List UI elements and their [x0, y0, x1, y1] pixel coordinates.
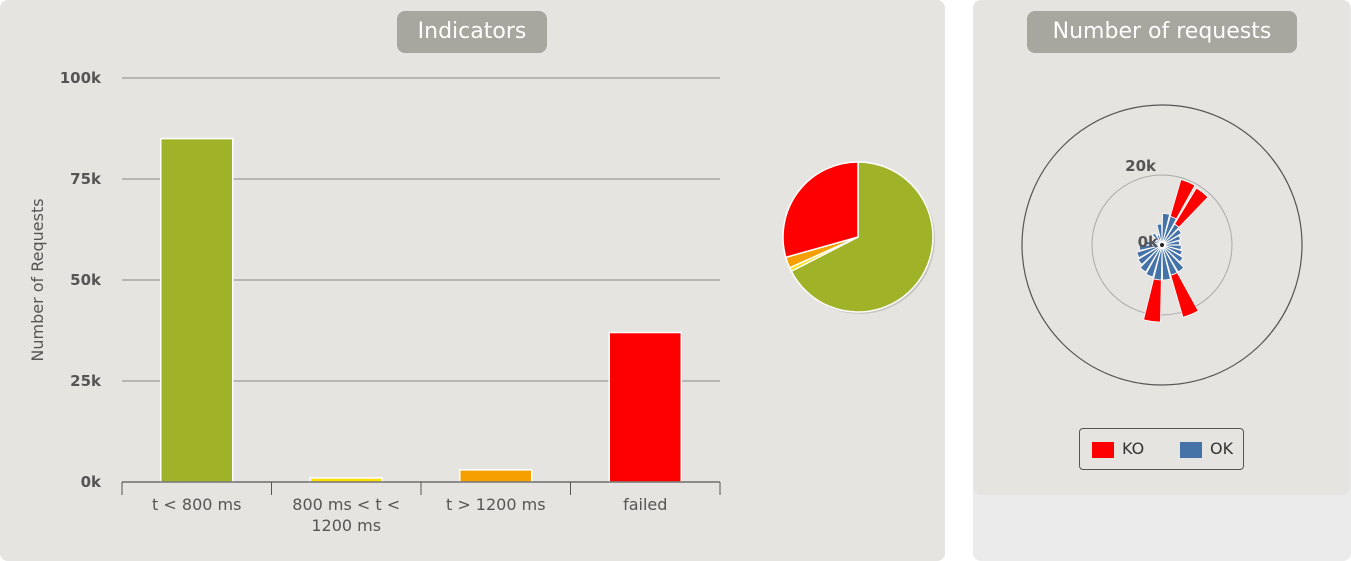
x-tick-label: t < 800 ms	[152, 495, 241, 514]
y-tick-label: 75k	[70, 170, 102, 188]
polar-tick-label: 20k	[1125, 157, 1157, 175]
y-axis-label: Number of Requests	[28, 198, 47, 361]
polar-bar-ok	[1137, 244, 1163, 265]
polar-bar-ko	[1169, 178, 1196, 220]
bar	[160, 137, 234, 483]
legend-swatch-ko	[1092, 442, 1114, 458]
polar-bar-ok	[1161, 244, 1171, 281]
polar-bar-ok	[1161, 244, 1184, 263]
x-tick-label: 800 ms < t <1200 ms	[292, 495, 400, 535]
polar-bar-ok	[1136, 244, 1163, 259]
polar-bar-ko	[1143, 278, 1162, 323]
requests-title: Number of requests	[1027, 11, 1297, 53]
polar-bar-ok	[1161, 244, 1185, 273]
polar-tick-label: 0k	[1138, 233, 1159, 251]
bar	[608, 331, 682, 483]
polar-bar-ok	[1161, 235, 1181, 246]
x-tick-label: t > 1200 ms	[446, 495, 546, 514]
x-tick-label: failed	[623, 495, 667, 514]
polar-grid-ring	[1091, 174, 1233, 316]
polar-bar-ok	[1156, 234, 1163, 246]
y-tick-label: 0k	[81, 473, 102, 491]
polar-bar-ok	[1161, 228, 1183, 246]
polar-bar-ok	[1145, 244, 1163, 278]
polar-bar-ko	[1174, 187, 1209, 228]
polar-bar-ok	[1156, 223, 1163, 246]
bar	[309, 477, 383, 483]
polar-bar-ok	[1139, 244, 1163, 273]
pie-slice	[782, 161, 859, 259]
polar-bar-ko	[1170, 272, 1199, 318]
legend-label-ko: KO	[1122, 439, 1145, 458]
bar	[459, 469, 533, 483]
y-tick-label: 100k	[60, 69, 102, 87]
polar-bar-ok	[1138, 244, 1163, 251]
legend-label-ok: OK	[1210, 439, 1234, 458]
y-tick-label: 50k	[70, 271, 102, 289]
indicators-title: Indicators	[397, 11, 547, 53]
polar-outer-ring	[1021, 104, 1303, 386]
polar-bar-ok	[1151, 232, 1163, 246]
polar-center	[1160, 243, 1164, 247]
legend-swatch-ok	[1180, 442, 1202, 458]
pie-slice	[790, 161, 934, 313]
y-tick-label: 25k	[70, 372, 102, 390]
polar-bar-ok	[1161, 240, 1180, 246]
polar-legend: KO OK	[1079, 428, 1244, 470]
polar-bar-ok	[1161, 244, 1183, 256]
